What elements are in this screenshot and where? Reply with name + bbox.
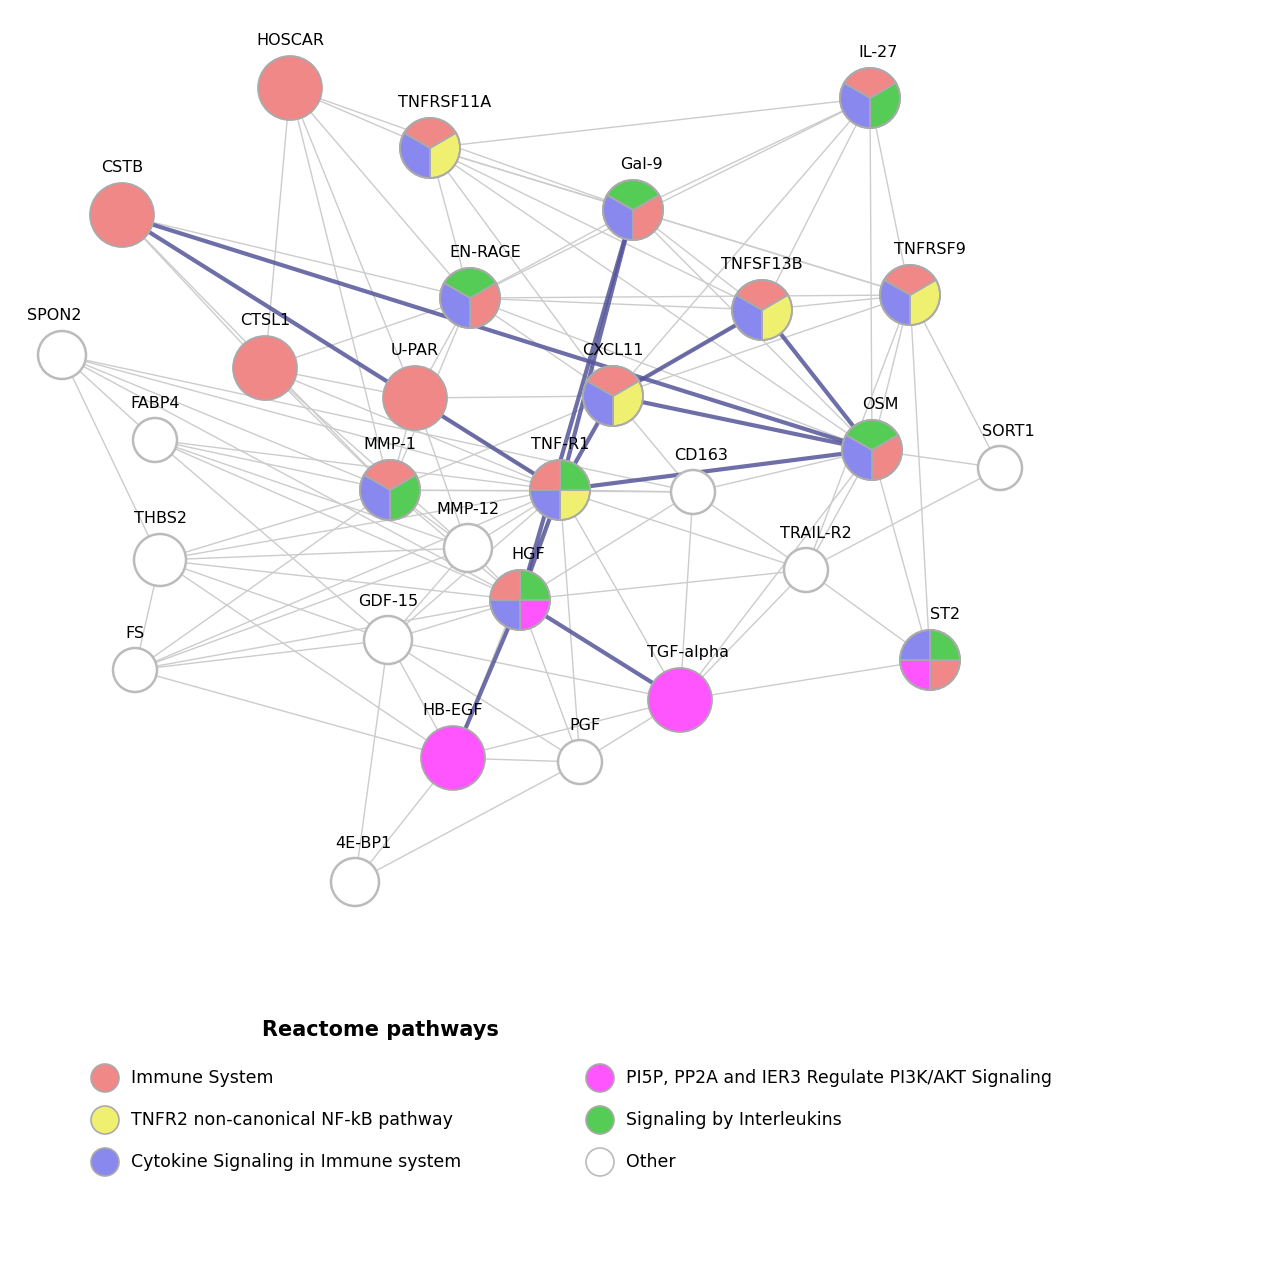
- Wedge shape: [530, 490, 561, 520]
- Circle shape: [91, 1064, 119, 1091]
- Wedge shape: [561, 459, 590, 490]
- Text: CSTB: CSTB: [101, 160, 143, 175]
- Circle shape: [586, 1148, 614, 1176]
- Wedge shape: [404, 118, 456, 148]
- Circle shape: [332, 858, 379, 906]
- Circle shape: [91, 1106, 119, 1134]
- Text: EN-RAGE: EN-RAGE: [449, 245, 521, 260]
- Text: OSM: OSM: [861, 396, 899, 412]
- Text: Reactome pathways: Reactome pathways: [261, 1021, 498, 1040]
- Circle shape: [444, 524, 492, 571]
- Wedge shape: [603, 196, 634, 239]
- Wedge shape: [490, 600, 520, 631]
- Text: Immune System: Immune System: [131, 1069, 274, 1088]
- Text: TNFSF13B: TNFSF13B: [721, 257, 803, 272]
- Circle shape: [558, 740, 602, 784]
- Wedge shape: [401, 133, 430, 178]
- Text: SORT1: SORT1: [982, 423, 1034, 439]
- Circle shape: [133, 418, 177, 462]
- Wedge shape: [842, 435, 872, 480]
- Text: HGF: HGF: [511, 547, 545, 562]
- Text: TNFRSF11A: TNFRSF11A: [398, 95, 492, 109]
- Wedge shape: [840, 84, 870, 127]
- Wedge shape: [490, 570, 520, 600]
- Text: PGF: PGF: [570, 718, 600, 734]
- Text: TNFR2 non-canonical NF-kB pathway: TNFR2 non-canonical NF-kB pathway: [131, 1111, 453, 1129]
- Wedge shape: [870, 82, 900, 127]
- Text: HOSCAR: HOSCAR: [256, 33, 324, 48]
- Text: SPON2: SPON2: [27, 308, 81, 323]
- Text: Signaling by Interleukins: Signaling by Interleukins: [626, 1111, 842, 1129]
- Wedge shape: [931, 660, 960, 690]
- Wedge shape: [844, 68, 896, 98]
- Text: CXCL11: CXCL11: [582, 344, 644, 358]
- Wedge shape: [561, 490, 590, 520]
- Circle shape: [586, 1106, 614, 1134]
- Text: ST2: ST2: [931, 607, 960, 622]
- Wedge shape: [931, 631, 960, 660]
- Wedge shape: [872, 435, 902, 480]
- Wedge shape: [430, 133, 460, 178]
- Wedge shape: [900, 631, 931, 660]
- Circle shape: [648, 668, 712, 732]
- Text: Gal-9: Gal-9: [620, 157, 662, 172]
- Wedge shape: [732, 295, 762, 340]
- Wedge shape: [364, 459, 416, 490]
- Wedge shape: [846, 420, 897, 450]
- Text: PI5P, PP2A and IER3 Regulate PI3K/AKT Signaling: PI5P, PP2A and IER3 Regulate PI3K/AKT Si…: [626, 1069, 1052, 1088]
- Text: CD163: CD163: [675, 448, 728, 463]
- Text: THBS2: THBS2: [133, 511, 187, 526]
- Text: U-PAR: U-PAR: [390, 344, 439, 358]
- Text: TGF-alpha: TGF-alpha: [646, 645, 730, 660]
- Text: IL-27: IL-27: [859, 45, 897, 60]
- Wedge shape: [762, 295, 792, 340]
- Circle shape: [233, 336, 297, 400]
- Circle shape: [671, 470, 716, 514]
- Wedge shape: [440, 283, 470, 328]
- Circle shape: [586, 1064, 614, 1091]
- Circle shape: [38, 331, 86, 378]
- Text: Other: Other: [626, 1153, 676, 1171]
- Text: CTSL1: CTSL1: [239, 313, 291, 328]
- Wedge shape: [360, 475, 390, 520]
- Circle shape: [259, 57, 323, 120]
- Text: GDF-15: GDF-15: [358, 595, 419, 609]
- Wedge shape: [588, 366, 639, 396]
- Wedge shape: [530, 459, 561, 490]
- Text: 4E-BP1: 4E-BP1: [335, 837, 392, 851]
- Circle shape: [421, 726, 485, 790]
- Text: MMP-1: MMP-1: [364, 438, 416, 452]
- Text: FS: FS: [125, 625, 145, 641]
- Wedge shape: [900, 660, 931, 690]
- Text: TNFRSF9: TNFRSF9: [893, 242, 966, 257]
- Text: TNF-R1: TNF-R1: [531, 438, 589, 452]
- Wedge shape: [634, 194, 663, 239]
- Wedge shape: [470, 283, 500, 328]
- Circle shape: [364, 616, 412, 664]
- Circle shape: [783, 548, 828, 592]
- Wedge shape: [582, 381, 613, 426]
- Text: MMP-12: MMP-12: [436, 502, 499, 517]
- Wedge shape: [520, 570, 550, 600]
- Circle shape: [383, 366, 447, 430]
- Wedge shape: [444, 268, 495, 299]
- Wedge shape: [607, 180, 659, 210]
- Wedge shape: [390, 475, 420, 520]
- Circle shape: [90, 183, 154, 247]
- Circle shape: [113, 647, 157, 692]
- Circle shape: [91, 1148, 119, 1176]
- Text: Cytokine Signaling in Immune system: Cytokine Signaling in Immune system: [131, 1153, 461, 1171]
- Wedge shape: [881, 281, 910, 326]
- Circle shape: [978, 447, 1021, 490]
- Wedge shape: [613, 381, 643, 426]
- Wedge shape: [910, 279, 940, 326]
- Circle shape: [134, 534, 186, 586]
- Text: TRAIL-R2: TRAIL-R2: [780, 526, 852, 541]
- Text: HB-EGF: HB-EGF: [422, 703, 484, 718]
- Text: FABP4: FABP4: [131, 396, 179, 411]
- Wedge shape: [520, 600, 550, 631]
- Wedge shape: [884, 265, 936, 295]
- Wedge shape: [736, 281, 788, 310]
